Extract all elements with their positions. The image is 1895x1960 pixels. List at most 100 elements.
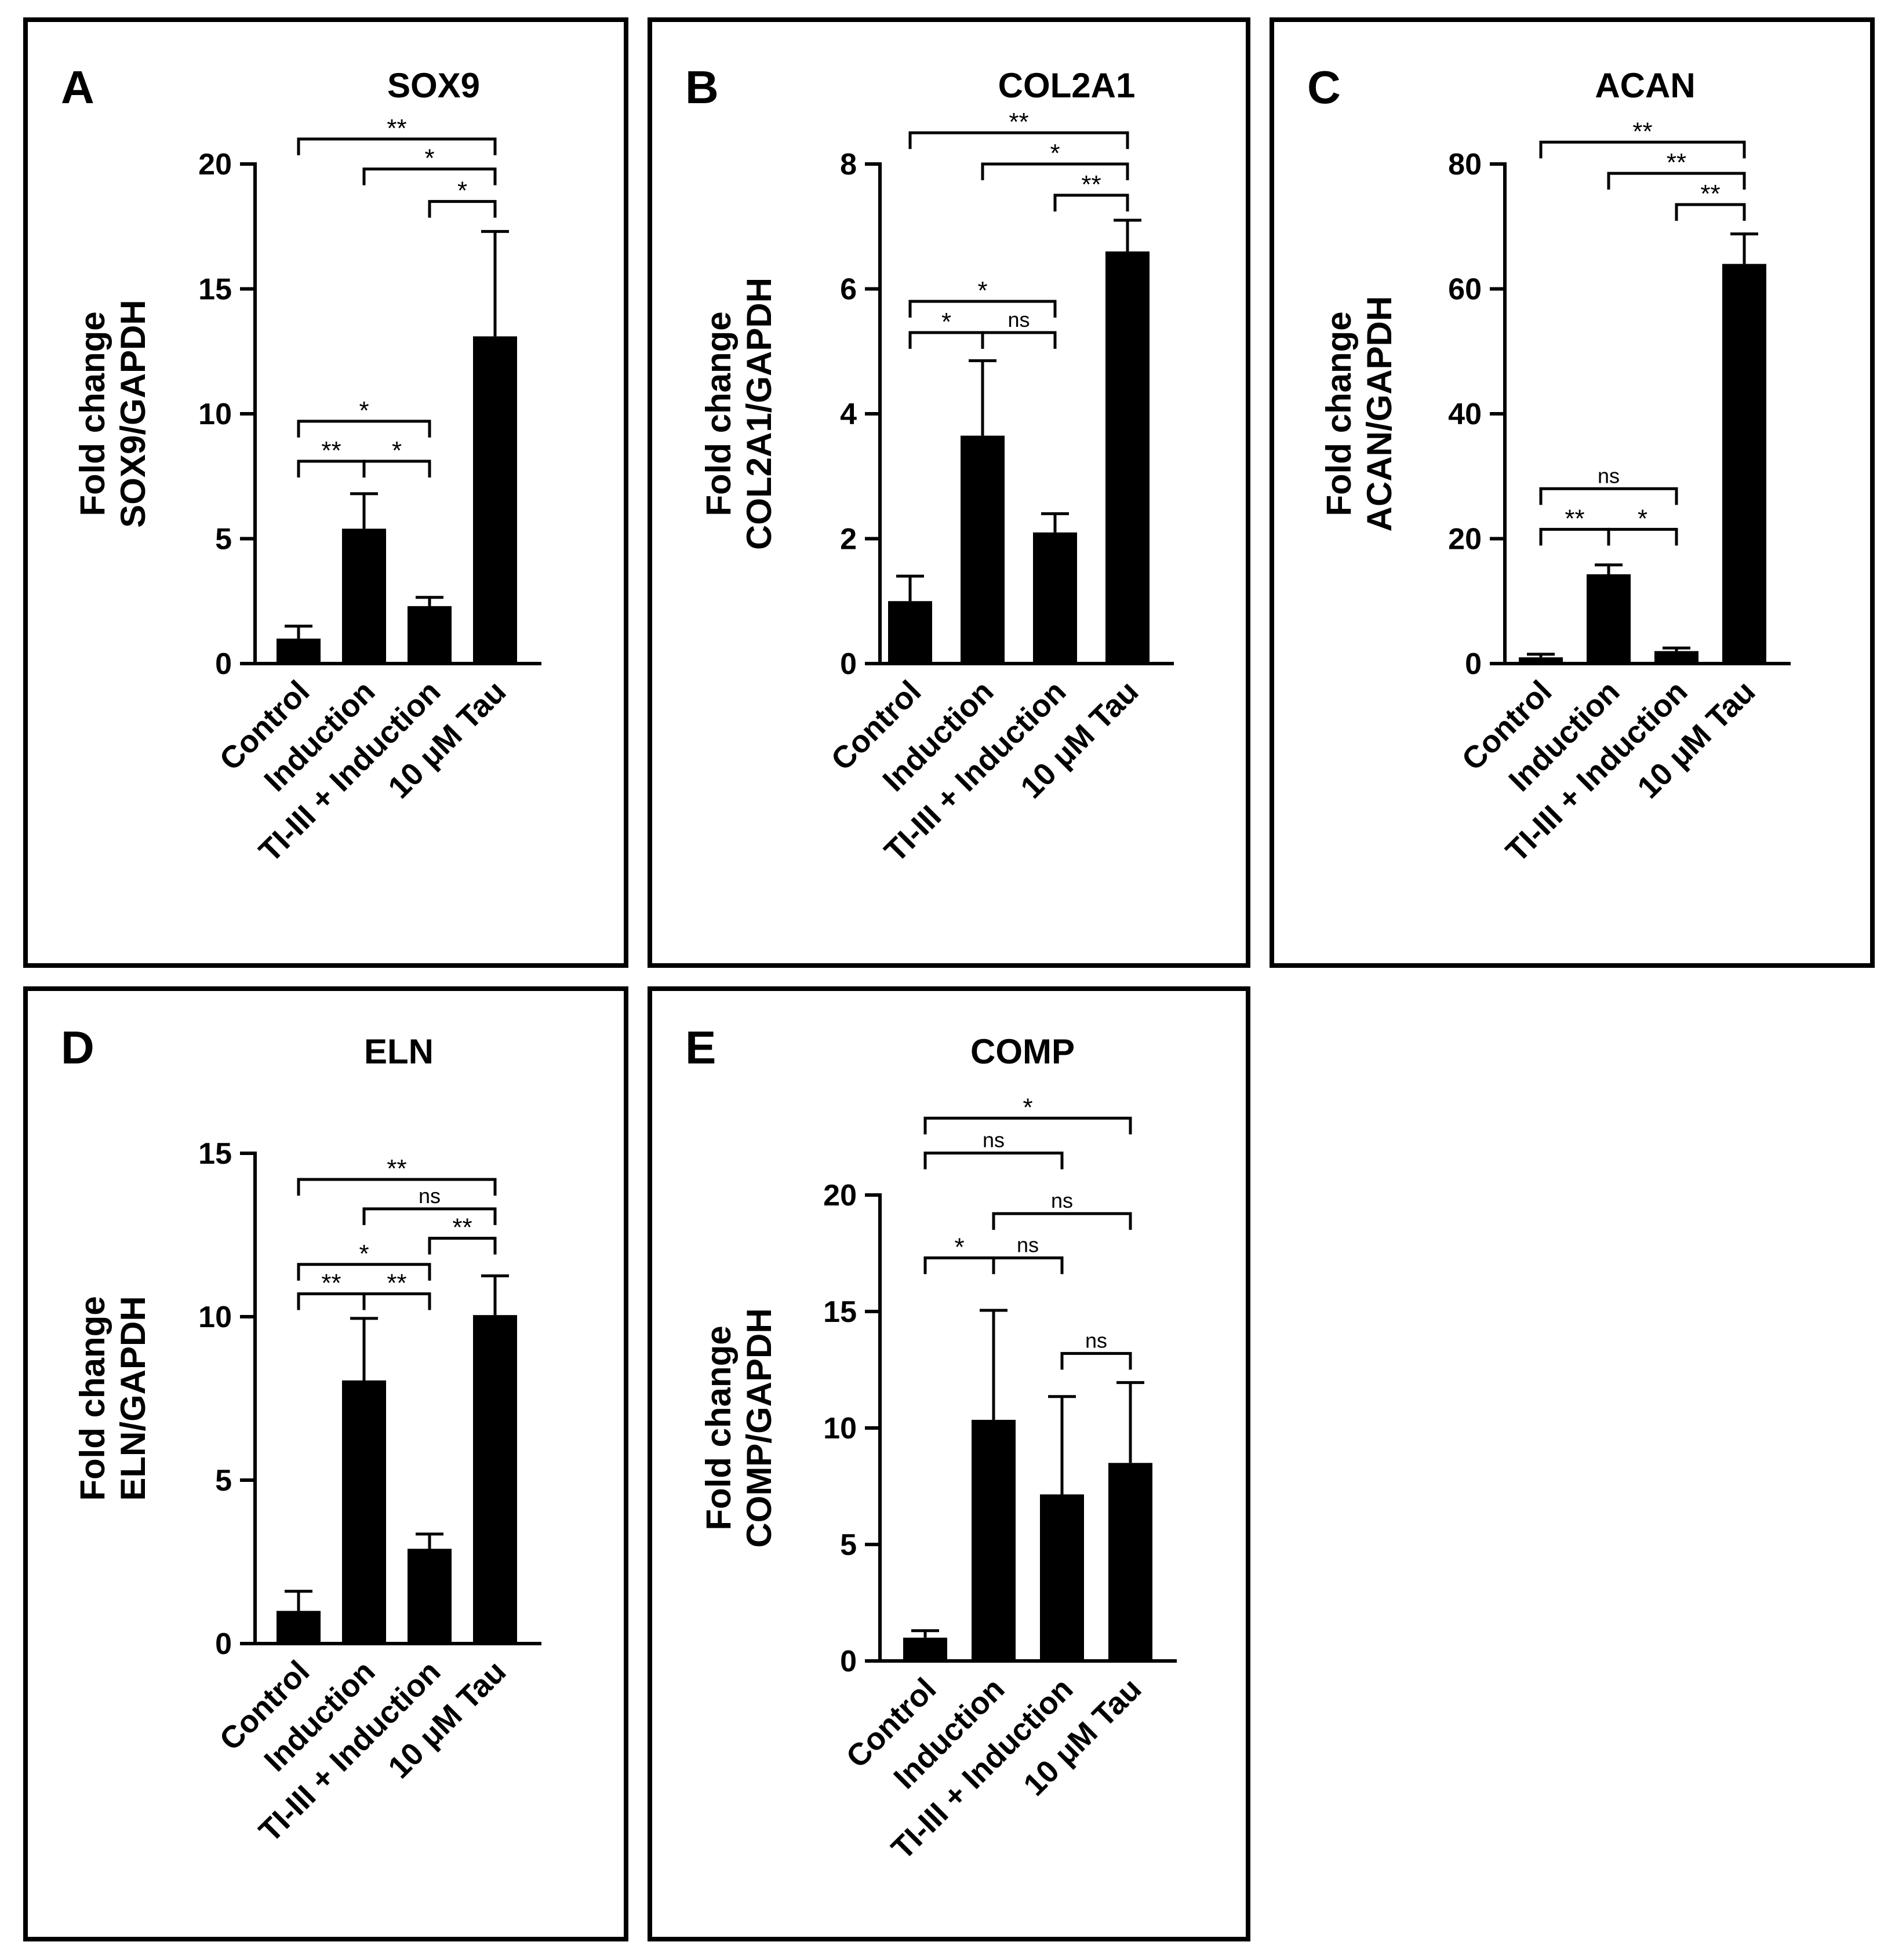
bar <box>972 1419 1016 1661</box>
panel-c-frame <box>1270 17 1875 968</box>
bar <box>1519 657 1563 664</box>
significance-label: ** <box>1081 170 1101 199</box>
panel-e-frame <box>648 986 1250 1941</box>
chart-title: ACAN <box>1595 66 1695 105</box>
significance-bracket <box>428 200 497 218</box>
significance-label: ns <box>419 1184 441 1208</box>
significance-bracket <box>908 131 1129 150</box>
y-tick-label: 10 <box>198 1300 232 1334</box>
significance-bracket <box>992 1256 1064 1274</box>
significance-bracket <box>981 162 1129 180</box>
significance-bracket <box>923 1152 1064 1170</box>
y-tick-label: 0 <box>215 647 232 681</box>
panel-b-frame <box>648 17 1250 968</box>
panel-d-frame <box>23 986 628 1941</box>
y-axis-label: Fold changeCOMP/GAPDH <box>699 1308 779 1547</box>
significance-label: ns <box>1598 464 1620 487</box>
bar <box>1105 251 1150 664</box>
y-tick-label: 5 <box>840 1528 857 1562</box>
bar <box>1040 1494 1084 1661</box>
y-axis-label-line: ACAN/GAPDH <box>1360 296 1399 532</box>
bar <box>961 435 1005 664</box>
significance-label: * <box>457 177 467 205</box>
y-axis-label-line: Fold change <box>73 1296 112 1500</box>
bar <box>888 601 932 664</box>
significance-bracket <box>297 1263 431 1281</box>
significance-label: * <box>359 1240 369 1268</box>
significance-bracket <box>981 331 1057 349</box>
significance-label: * <box>392 436 402 465</box>
y-axis-label-line: ELN/GAPDH <box>114 1296 152 1500</box>
significance-label: ** <box>1667 148 1686 177</box>
y-axis-label: Fold changeSOX9/GAPDH <box>73 300 152 527</box>
significance-label: * <box>954 1233 964 1262</box>
significance-label: * <box>1023 1093 1032 1121</box>
y-tick-label: 15 <box>823 1295 857 1329</box>
y-axis-label-line: Fold change <box>699 1325 738 1530</box>
y-tick-label: 4 <box>840 398 857 431</box>
significance-bracket <box>362 460 431 478</box>
y-tick-label: 8 <box>840 148 857 181</box>
bar <box>342 1380 386 1644</box>
significance-label: ** <box>321 1269 341 1298</box>
significance-label: ns <box>983 1128 1005 1152</box>
y-tick-label: 0 <box>1465 647 1482 681</box>
significance-label: ** <box>387 114 406 143</box>
bar <box>1587 574 1631 664</box>
significance-label: ** <box>387 1269 406 1298</box>
significance-bracket <box>1607 172 1746 190</box>
chart-title: ELN <box>364 1032 434 1071</box>
y-tick-label: 0 <box>840 647 857 681</box>
y-tick-label: 20 <box>823 1179 857 1212</box>
bar <box>473 1315 517 1644</box>
y-tick-label: 20 <box>198 148 232 181</box>
bar <box>277 638 321 664</box>
significance-label: * <box>941 308 951 336</box>
significance-label: ** <box>387 1154 406 1183</box>
significance-label: * <box>977 276 987 305</box>
significance-label: ** <box>1632 117 1652 145</box>
y-tick-label: 6 <box>840 273 857 307</box>
y-axis-label-line: SOX9/GAPDH <box>114 300 152 527</box>
significance-bracket <box>297 137 497 155</box>
significance-bracket <box>362 167 497 185</box>
y-tick-label: 60 <box>1448 273 1482 307</box>
panel-letter-c: C <box>1307 61 1341 113</box>
significance-bracket <box>1060 1351 1132 1370</box>
significance-bracket <box>1675 203 1746 221</box>
y-tick-label: 40 <box>1448 398 1482 431</box>
y-tick-label: 15 <box>198 1137 232 1171</box>
bar <box>408 1549 452 1644</box>
chart-title: COMP <box>970 1032 1075 1071</box>
y-axis-label: Fold changeACAN/GAPDH <box>1319 296 1399 532</box>
y-tick-label: 10 <box>823 1412 857 1445</box>
chart-title: COL2A1 <box>998 66 1136 105</box>
bar <box>1033 532 1077 664</box>
y-axis-label-line: COMP/GAPDH <box>740 1308 779 1547</box>
y-axis-label-line: COL2A1/GAPDH <box>740 278 779 550</box>
panel-letter-b: B <box>685 61 719 113</box>
significance-label: * <box>424 144 434 173</box>
significance-bracket <box>992 1212 1132 1230</box>
significance-label: ns <box>1017 1233 1039 1257</box>
y-tick-label: 15 <box>198 273 232 307</box>
significance-label: ** <box>452 1214 472 1242</box>
significance-bracket <box>297 420 431 438</box>
significance-label: ns <box>1051 1189 1073 1212</box>
bar <box>1108 1463 1152 1661</box>
significance-bracket <box>1053 194 1129 212</box>
y-axis-label-line: Fold change <box>699 311 738 516</box>
y-tick-label: 5 <box>215 1464 232 1498</box>
significance-label: ** <box>321 436 341 465</box>
y-tick-label: 2 <box>840 523 857 556</box>
bar <box>277 1611 321 1644</box>
bar <box>903 1637 947 1661</box>
significance-bracket <box>923 1116 1132 1135</box>
y-tick-label: 80 <box>1448 148 1482 181</box>
significance-bracket <box>1539 140 1746 159</box>
significance-label: * <box>359 396 369 425</box>
